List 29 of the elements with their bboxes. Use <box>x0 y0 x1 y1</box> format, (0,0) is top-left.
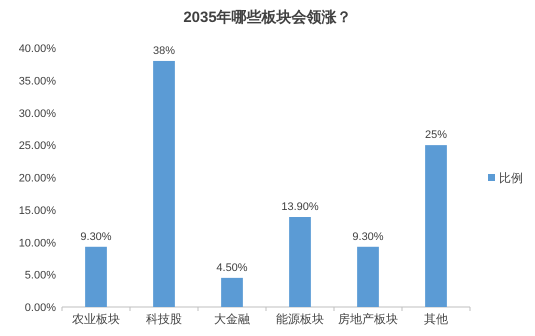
y-tick-label: 0.00% <box>24 302 56 314</box>
x-tick-label: 房地产板块 <box>338 312 398 326</box>
x-tick-label: 科技股 <box>146 312 182 326</box>
x-tick-label: 其他 <box>424 312 448 326</box>
y-tick-label: 20.00% <box>18 172 56 184</box>
data-label: 9.30% <box>80 230 112 243</box>
x-tick-label: 能源板块 <box>276 312 324 326</box>
bar <box>425 145 447 307</box>
data-label: 25% <box>424 129 448 142</box>
bar <box>85 246 107 307</box>
x-tick-label: 大金融 <box>214 312 250 326</box>
bar <box>289 216 311 307</box>
data-label: 38% <box>152 44 176 57</box>
y-tick-label: 35.00% <box>18 75 56 88</box>
data-label: 13.90% <box>281 200 319 213</box>
bar <box>153 60 175 307</box>
y-tick-label: 10.00% <box>18 237 56 250</box>
y-tick-label: 5.00% <box>24 270 56 282</box>
x-tick-label: 农业板块 <box>72 312 120 326</box>
y-tick-label: 40.00% <box>18 43 56 55</box>
data-label: 4.50% <box>216 262 248 274</box>
bar <box>357 246 379 307</box>
chart-title: 2035年哪些板块会领涨？ <box>183 9 352 26</box>
data-label: 9.30% <box>352 230 384 243</box>
y-tick-label: 15.00% <box>18 204 56 217</box>
y-tick-label: 25.00% <box>18 140 56 152</box>
y-tick-label: 30.00% <box>18 108 56 120</box>
bar <box>221 278 243 307</box>
legend-label: 比例 <box>499 171 523 185</box>
